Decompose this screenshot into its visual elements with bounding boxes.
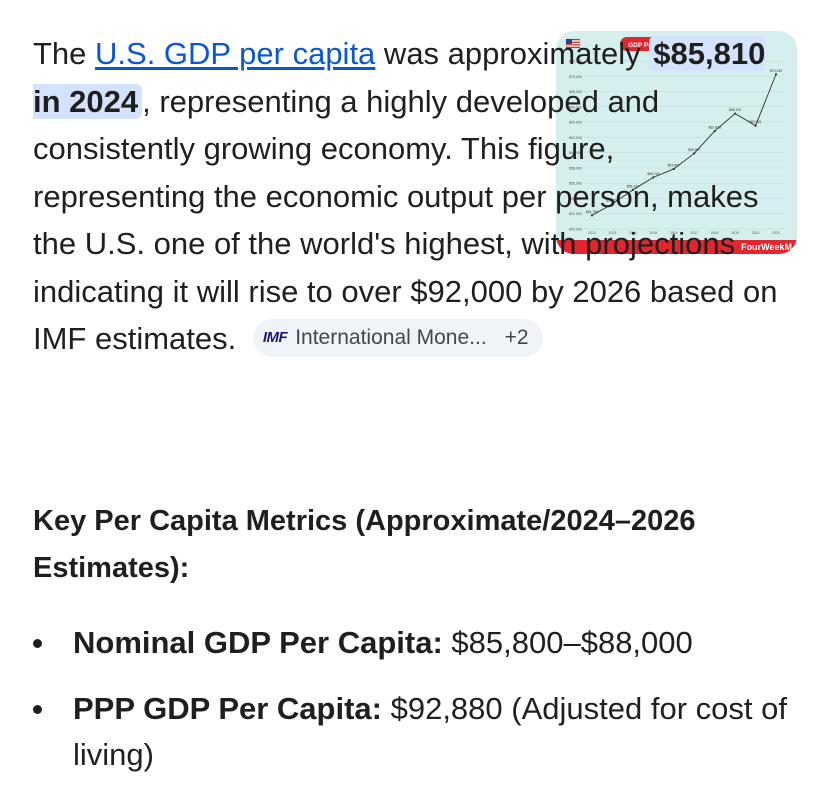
- x-tick-label: 2014: [629, 231, 637, 235]
- data-label: $65,120: [729, 108, 741, 112]
- x-tick-label: 2013: [609, 231, 617, 235]
- data-label: $62,823: [709, 126, 721, 130]
- data-label: $70,249: [770, 69, 782, 73]
- data-point: [611, 202, 614, 205]
- y-tick-label: $66,000: [569, 105, 582, 109]
- y-tick-label: $52,000: [569, 212, 582, 216]
- data-point: [672, 167, 675, 171]
- data-point: [590, 214, 594, 217]
- us-flag-icon: [565, 38, 581, 49]
- x-tick-label: 2012: [588, 231, 596, 235]
- data-point: [652, 176, 655, 179]
- metrics-list: Nominal GDP Per Capita: $85,800–$88,000 …: [33, 620, 803, 798]
- x-tick-label: 2016: [670, 231, 678, 235]
- y-tick-label: $54,000: [569, 197, 582, 201]
- metrics-heading: Key Per Capita Metrics (Approximate/2024…: [33, 505, 696, 584]
- bullet-icon: [33, 639, 42, 648]
- x-tick-label: 2019: [731, 231, 739, 235]
- metric-value: $85,800–$88,000: [442, 625, 693, 660]
- x-tick-label: 2021: [772, 231, 780, 235]
- gdp-line-chart: GDP Per Capita US: 2012-2021 $50,000$52,…: [556, 37, 797, 254]
- data-point: [734, 112, 737, 115]
- bullet-icon: [33, 705, 42, 714]
- data-label: $55,124: [627, 184, 639, 188]
- y-tick-label: $60,000: [569, 151, 582, 155]
- y-tick-label: $68,000: [569, 90, 582, 94]
- x-tick-label: 2020: [752, 231, 760, 235]
- x-tick-label: 2018: [711, 231, 719, 235]
- series-line: [591, 74, 777, 216]
- y-tick-label: $70,000: [569, 75, 582, 79]
- list-item: PPP GDP Per Capita: $92,880 (Adjusted fo…: [33, 686, 803, 778]
- y-tick-label: $64,000: [569, 121, 582, 125]
- brand-text: FourWeekM: [741, 242, 792, 252]
- body-text: , representing a highly developed and co…: [33, 83, 778, 357]
- metric-value: $92,880 (Adjusted for cost of living): [73, 691, 787, 772]
- chart-footer-bar: [556, 240, 797, 254]
- y-tick-label: $62,000: [569, 136, 582, 140]
- x-tick-label: 2015: [650, 231, 658, 235]
- x-tick-label: 2017: [690, 231, 698, 235]
- data-point: [774, 73, 778, 76]
- gdp-per-capita-link[interactable]: U.S. GDP per capita: [95, 36, 376, 71]
- data-point: [754, 124, 757, 127]
- metric-label: Nominal GDP Per Capita:: [73, 625, 443, 660]
- data-label: $56,763: [647, 172, 659, 176]
- summary-paragraph: The U.S. GDP per capita was approximatel…: [33, 30, 793, 363]
- source-chip-count: +2: [504, 325, 529, 349]
- y-tick-label: $50,000: [569, 228, 582, 232]
- metric-label: PPP GDP Per Capita:: [73, 691, 382, 726]
- data-label: $59,907: [688, 148, 700, 152]
- data-point: [631, 188, 634, 191]
- data-label: $53,291: [606, 198, 618, 202]
- data-label: $57,867: [668, 163, 680, 167]
- data-label: $51,784: [586, 210, 598, 214]
- data-point: [713, 129, 716, 133]
- y-tick-label: $58,000: [569, 166, 582, 170]
- intro-text: The: [33, 36, 96, 71]
- after-link-text: was approximately: [375, 36, 650, 71]
- source-chip[interactable]: IMF International Mone... +2: [252, 318, 543, 357]
- list-item: Nominal GDP Per Capita: $85,800–$88,000: [33, 620, 803, 666]
- data-label: $63,531: [749, 120, 761, 124]
- source-chip-label: International Mone...: [295, 325, 487, 349]
- y-tick-label: $56,000: [569, 182, 582, 186]
- y-tick-label: $72,000: [569, 60, 582, 64]
- imf-logo-icon: IMF: [262, 328, 288, 346]
- data-point: [693, 152, 696, 155]
